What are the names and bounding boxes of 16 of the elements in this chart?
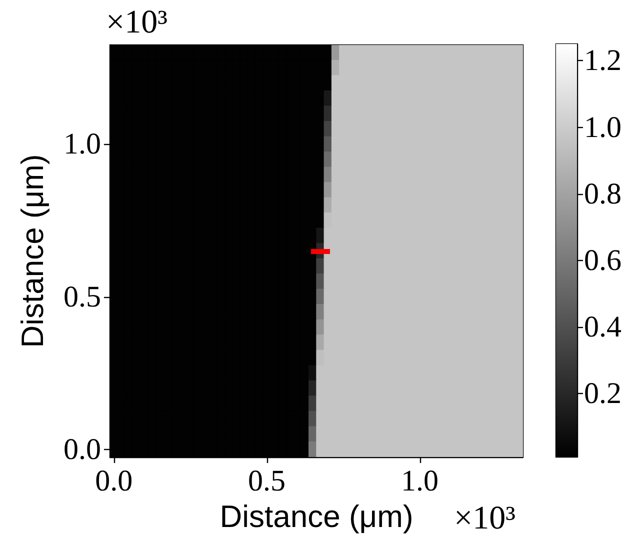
x-tick-label: 0.0 xyxy=(95,464,133,498)
color-bar-label: 0.2 xyxy=(584,377,622,410)
color-bar-label: 0.4 xyxy=(584,310,622,344)
color-bar-label: 1.0 xyxy=(584,110,622,144)
y-axis-title: Distance (μm) xyxy=(15,154,50,348)
color-bar-label: 0.8 xyxy=(584,177,622,210)
y-tick-label: 1.0 xyxy=(64,128,101,161)
text: ×10³ xyxy=(106,4,168,40)
color-bar-label: 1.2 xyxy=(584,44,622,78)
color-bar-label: 0.6 xyxy=(584,244,622,277)
x-axis-title: Distance (μm) xyxy=(220,498,414,534)
x-tick-label: 0.5 xyxy=(248,464,286,498)
x-tick-label: 1.0 xyxy=(401,464,438,498)
y-tick-label: 0.0 xyxy=(64,432,101,466)
y-tick-label: 0.5 xyxy=(64,280,101,314)
text: ×10³ xyxy=(454,500,516,536)
